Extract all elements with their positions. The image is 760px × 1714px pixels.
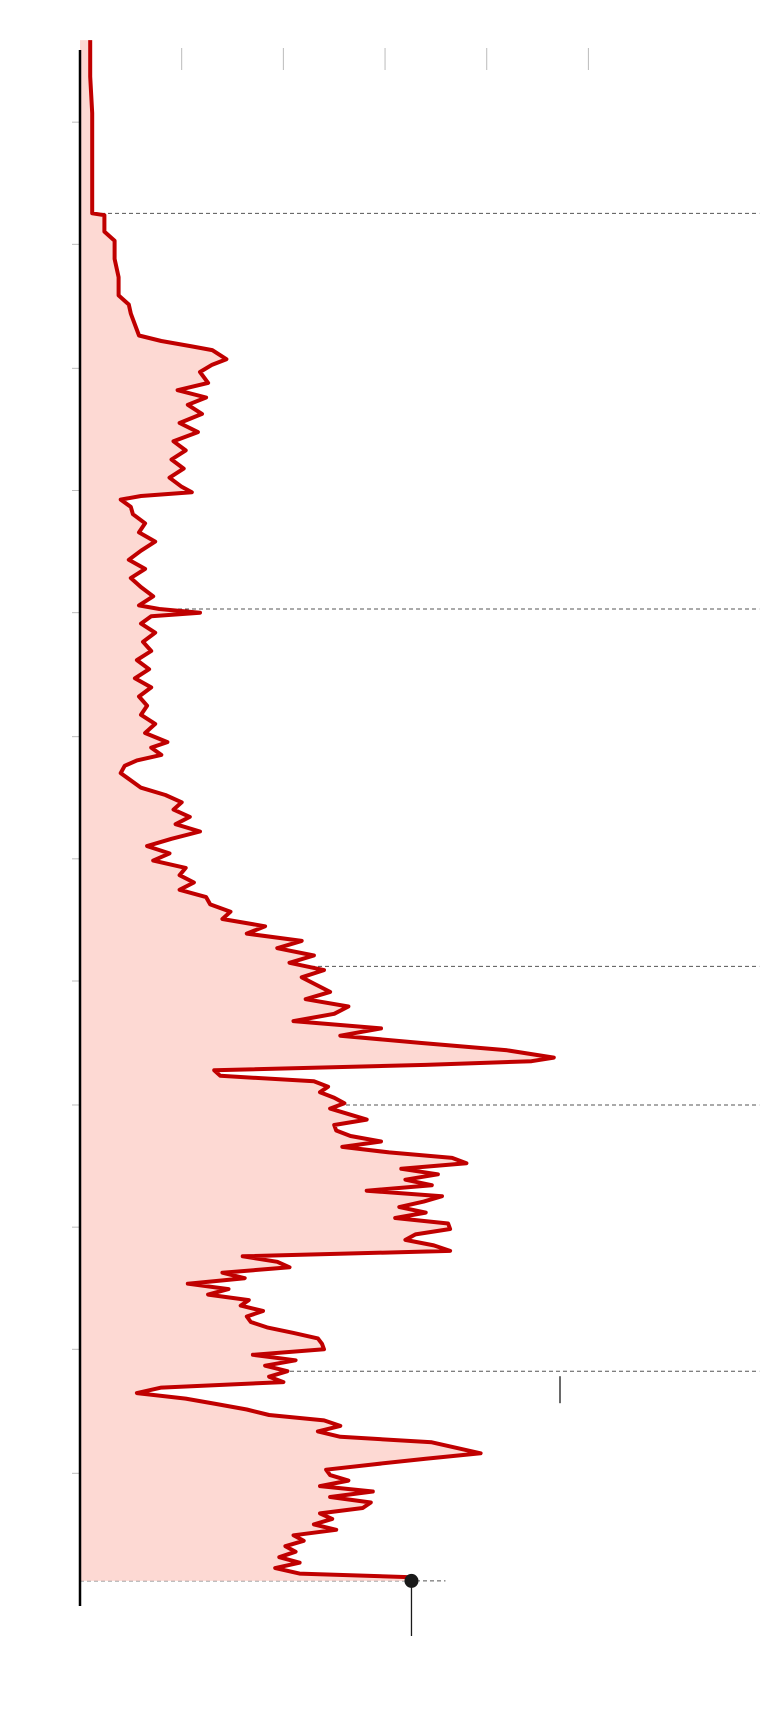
area-fill: [80, 40, 554, 1581]
area-fill-layer: [80, 40, 554, 1581]
annotations: [404, 1376, 561, 1636]
series-line: [88, 40, 556, 1580]
latest-value-marker: [404, 1573, 419, 1588]
tick-marks: [72, 48, 589, 1474]
